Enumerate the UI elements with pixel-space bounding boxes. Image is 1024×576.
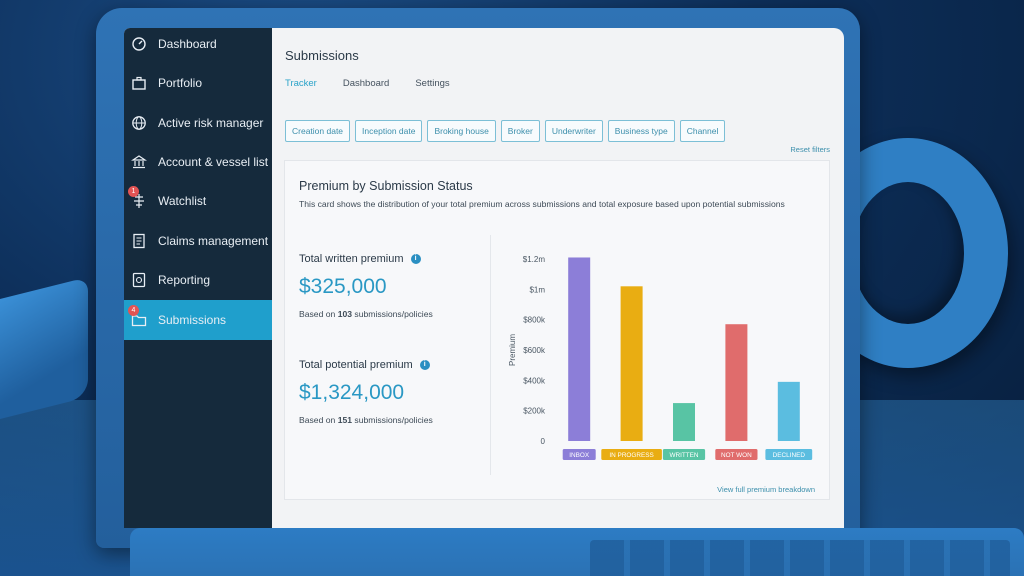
sidebar-item-claims-management[interactable]: Claims management: [124, 221, 272, 261]
y-tick-label: $400k: [523, 376, 546, 385]
sidebar-item-active-risk-manager[interactable]: Active risk manager: [124, 103, 272, 143]
x-tick-label: INBOX: [569, 452, 590, 459]
laptop-keyboard: [130, 528, 1024, 576]
category-tag: [601, 449, 662, 460]
bar-written: [673, 403, 695, 441]
y-tick-label: $200k: [523, 407, 546, 416]
basis-count: 151: [337, 415, 353, 425]
potential-premium-label: Total potential premium: [299, 359, 413, 371]
sidebar-item-label: Portfolio: [158, 76, 203, 90]
x-tick-label: DECLINED: [773, 452, 806, 459]
written-premium-value: $325,000: [299, 275, 387, 298]
laptop-screen: Dashboard Portfolio Active risk manager …: [124, 28, 844, 528]
view-breakdown-link[interactable]: View full premium breakdown: [717, 485, 815, 494]
binoculars-icon: 1: [128, 186, 148, 210]
bar-declined: [777, 381, 800, 441]
sidebar: Dashboard Portfolio Active risk manager …: [124, 28, 272, 528]
sidebar-item-reporting[interactable]: Reporting: [124, 260, 272, 300]
notification-badge: 4: [128, 305, 139, 316]
sidebar-item-label: Claims management: [158, 234, 269, 248]
folder-icon: 4: [128, 305, 148, 329]
filter-business-type[interactable]: Business type: [607, 120, 675, 142]
y-axis-label: Premium: [508, 334, 517, 366]
page-title: Submissions: [285, 48, 359, 63]
potential-premium-label-row: Total potential premium i: [299, 359, 430, 371]
sidebar-item-portfolio[interactable]: Portfolio: [124, 63, 272, 103]
sidebar-item-dashboard[interactable]: Dashboard: [124, 28, 272, 64]
main-content: Submissions Tracker Dashboard Settings C…: [272, 28, 844, 528]
filter-underwriter[interactable]: Underwriter: [544, 120, 603, 142]
premium-card: Premium by Submission Status This card s…: [284, 160, 830, 500]
sidebar-item-label: Watchlist: [158, 194, 207, 208]
written-premium-label: Total written premium: [299, 253, 404, 265]
filter-creation-date[interactable]: Creation date: [285, 120, 351, 142]
tab-settings[interactable]: Settings: [415, 78, 450, 89]
tab-bar: Tracker Dashboard Settings: [285, 78, 476, 89]
y-tick-label: 0: [541, 437, 546, 446]
basis-prefix: Based on: [299, 415, 338, 425]
globe-icon: [130, 114, 148, 132]
basis-suffix: submissions/policies: [352, 415, 433, 425]
category-tag: [765, 449, 813, 460]
written-premium-label-row: Total written premium i: [299, 253, 421, 265]
sidebar-item-label: Submissions: [158, 313, 227, 327]
filter-channel[interactable]: Channel: [679, 120, 726, 142]
sidebar-item-label: Account & vessel list: [158, 155, 269, 169]
sidebar-item-label: Reporting: [158, 273, 211, 287]
written-premium-basis: Based on 103 submissions/policies: [299, 309, 433, 319]
card-title: Premium by Submission Status: [299, 179, 473, 193]
y-tick-label: $1m: [529, 285, 545, 294]
premium-bar-chart: 0 $200k $400k $600k $800k $1m $1.2m Premium INBO…: [508, 255, 813, 460]
tab-dashboard[interactable]: Dashboard: [342, 78, 390, 89]
bank-icon: [130, 153, 148, 171]
category-tag: [662, 449, 706, 460]
keyboard-keys: [590, 540, 1010, 576]
y-tick-label: $600k: [523, 346, 546, 355]
info-icon[interactable]: i: [419, 360, 430, 370]
sidebar-item-watchlist[interactable]: 1 Watchlist: [124, 181, 272, 221]
filter-inception-date[interactable]: Inception date: [355, 120, 423, 142]
filter-bar: Creation date Inception date Broking hou…: [285, 120, 730, 142]
sidebar-item-account-vessel-list[interactable]: Account & vessel list: [124, 142, 272, 182]
sidebar-item-label: Dashboard: [158, 37, 217, 51]
report-icon: [130, 271, 148, 289]
briefcase-icon: [130, 74, 148, 92]
background-cube-shape: [0, 277, 88, 419]
basis-prefix: Based on: [299, 309, 338, 319]
bar-inbox: [568, 257, 591, 441]
bar-in-progress: [620, 286, 643, 441]
document-icon: [130, 232, 148, 250]
filter-broking-house[interactable]: Broking house: [427, 120, 496, 142]
card-description: This card shows the distribution of your…: [299, 199, 785, 209]
potential-premium-basis: Based on 151 submissions/policies: [299, 415, 433, 425]
category-tag: [562, 449, 596, 460]
sidebar-item-submissions[interactable]: 4 Submissions: [124, 300, 272, 340]
x-tick-label: IN PROGRESS: [609, 452, 653, 459]
filter-broker[interactable]: Broker: [500, 120, 540, 142]
basis-suffix: submissions/policies: [352, 309, 433, 319]
dashboard-icon: [130, 35, 148, 53]
info-icon[interactable]: i: [410, 254, 421, 264]
x-tick-label: WRITTEN: [669, 452, 698, 459]
basis-count: 103: [337, 309, 353, 319]
y-tick-label: $800k: [523, 316, 546, 325]
sidebar-item-label: Active risk manager: [158, 116, 264, 130]
reset-filters-link[interactable]: Reset filters: [790, 145, 830, 154]
category-tag: [715, 449, 758, 460]
card-divider: [490, 235, 491, 475]
x-tick-label: NOT WON: [721, 452, 752, 459]
bar-not-won: [725, 324, 748, 441]
y-tick-label: $1.2m: [523, 255, 546, 264]
notification-badge: 1: [128, 186, 139, 197]
potential-premium-value: $1,324,000: [299, 381, 405, 404]
tab-tracker[interactable]: Tracker: [285, 78, 317, 89]
